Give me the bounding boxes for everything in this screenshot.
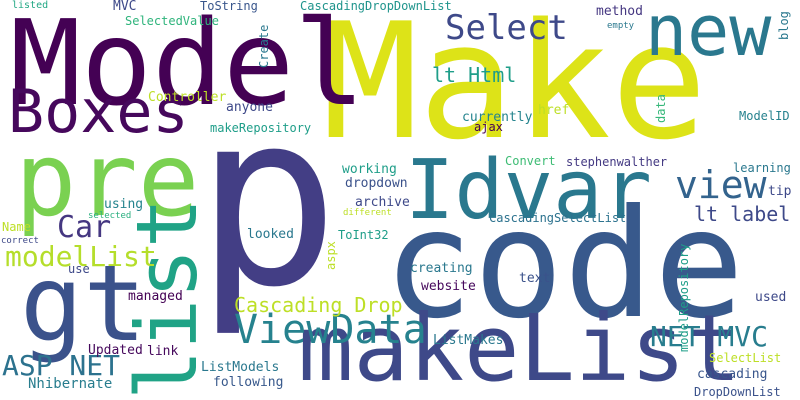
word-different: different xyxy=(343,208,392,218)
word-lt-html: lt Html xyxy=(432,63,517,87)
word-viewdata: ViewData xyxy=(234,307,427,353)
word-href: href xyxy=(538,103,570,118)
word-looked: looked xyxy=(247,227,294,242)
word-make: Make xyxy=(322,0,708,175)
word-select: Select xyxy=(445,8,568,48)
word-link: link xyxy=(147,344,179,359)
word-selected: selected xyxy=(88,211,132,221)
word-code: code xyxy=(383,178,745,352)
word-creating: creating xyxy=(410,261,473,276)
word-tostring: ToString xyxy=(200,0,258,13)
word-use: use xyxy=(68,262,90,276)
word-listed: listed xyxy=(12,0,49,11)
word-used: used xyxy=(755,290,787,305)
word-archive: archive xyxy=(355,195,410,210)
word-currently: currently xyxy=(462,110,533,125)
word-empty: empty xyxy=(607,21,635,31)
word-net-mvc: NET MVC xyxy=(650,320,769,353)
word-anyone: anyone xyxy=(226,100,273,115)
word-gt: gt xyxy=(20,243,147,365)
word-blog: blog xyxy=(777,11,791,40)
word-data: data xyxy=(654,94,668,123)
word-lt-label: lt label xyxy=(694,202,791,226)
word-pre: pre xyxy=(15,121,200,240)
word-cascading: cascading xyxy=(697,367,768,382)
word-modelid: ModelID xyxy=(739,109,790,123)
word-using: using xyxy=(104,197,144,212)
word-updated: Updated xyxy=(88,343,143,358)
word-modellist: modelList xyxy=(5,240,157,273)
word-method: method xyxy=(596,4,643,19)
word-working: working xyxy=(342,162,397,177)
word-dropdownlist: DropDownList xyxy=(694,385,781,399)
word-selectlist: SelectList xyxy=(709,351,782,365)
word-correct: correct xyxy=(1,236,39,246)
word-dropdown: dropdown xyxy=(345,176,408,191)
word-listmodels: ListModels xyxy=(201,360,280,375)
word-ajax: ajax xyxy=(474,120,503,134)
word-boxes: Boxes xyxy=(8,77,189,147)
word-toint32: ToInt32 xyxy=(338,228,389,242)
word-asp-net: ASP NET xyxy=(2,349,121,382)
word-tip: tip xyxy=(768,184,792,199)
word-mvc: MVC xyxy=(113,0,137,14)
word-selectedvalue: SelectedValue xyxy=(125,14,219,28)
word-cascading-drop: Cascading Drop xyxy=(234,293,403,317)
word-model: Model xyxy=(10,0,366,132)
word-aspx: aspx xyxy=(324,241,338,270)
word-name: Name xyxy=(2,220,31,234)
word-cascadingselectlist: CascadingSelectList xyxy=(489,211,627,225)
word-convert: Convert xyxy=(505,154,556,168)
word-new: new xyxy=(645,0,772,72)
word-create: Create xyxy=(257,24,271,68)
word-idvar: Idvar xyxy=(405,143,652,238)
word-managed: managed xyxy=(128,289,183,304)
word-text: text xyxy=(519,271,551,286)
word-controller: Controller xyxy=(148,90,227,105)
word-listmakes: ListMakes xyxy=(433,333,504,348)
word-stephenwalther: stephenwalther xyxy=(566,155,668,169)
word-nhibernate: Nhibernate xyxy=(28,376,113,392)
word-learning: learning xyxy=(733,161,791,175)
word-modelrepository: modelRepository xyxy=(677,243,691,352)
word-makerepository: makeRepository xyxy=(210,121,312,135)
word-following: following xyxy=(213,375,284,390)
word-view: view xyxy=(675,163,767,207)
word-website: website xyxy=(421,279,476,294)
word-cascadingdropdownlist: CascadingDropDownList xyxy=(300,0,452,13)
word-p: p xyxy=(195,60,340,340)
word-makelist: makeList xyxy=(298,295,742,400)
word-car: Car xyxy=(57,210,112,245)
